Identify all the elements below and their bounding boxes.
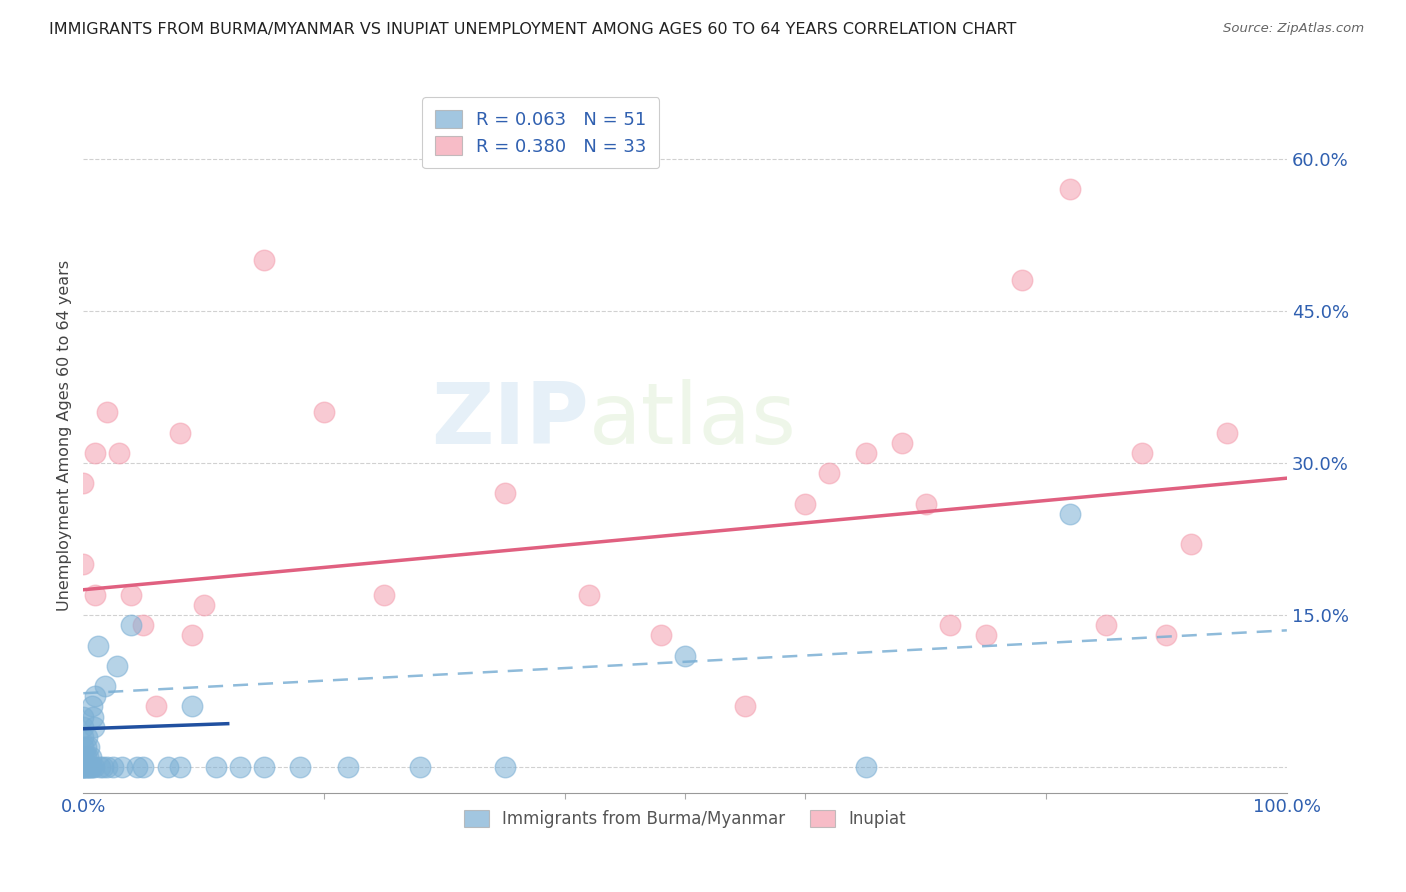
Point — [79, 739, 101, 754]
Point — [288, 760, 311, 774]
Point — [72, 720, 94, 734]
Point — [72, 476, 94, 491]
Point — [578, 588, 600, 602]
Point — [80, 760, 103, 774]
Point — [1156, 628, 1178, 642]
Point — [72, 750, 94, 764]
Point — [818, 466, 841, 480]
Point — [111, 760, 134, 774]
Point — [253, 760, 276, 774]
Y-axis label: Unemployment Among Ages 60 to 64 years: Unemployment Among Ages 60 to 64 years — [58, 260, 72, 611]
Point — [974, 628, 997, 642]
Point — [72, 709, 94, 723]
Point — [75, 750, 97, 764]
Point — [855, 446, 877, 460]
Point — [494, 760, 516, 774]
Point — [72, 760, 94, 774]
Point — [494, 486, 516, 500]
Point — [120, 588, 142, 602]
Point — [77, 760, 100, 774]
Point — [1059, 507, 1081, 521]
Point — [108, 446, 131, 460]
Point — [673, 648, 696, 663]
Text: atlas: atlas — [589, 379, 797, 462]
Point — [253, 253, 276, 268]
Point — [1215, 425, 1237, 440]
Point — [120, 618, 142, 632]
Point — [180, 628, 202, 642]
Point — [734, 699, 756, 714]
Point — [180, 699, 202, 714]
Point — [72, 760, 94, 774]
Point — [84, 690, 107, 704]
Point — [204, 760, 226, 774]
Point — [105, 658, 128, 673]
Point — [96, 760, 118, 774]
Point — [373, 588, 395, 602]
Point — [939, 618, 962, 632]
Point — [127, 760, 149, 774]
Text: ZIP: ZIP — [432, 379, 589, 462]
Point — [914, 496, 936, 510]
Point — [156, 760, 179, 774]
Point — [84, 588, 107, 602]
Point — [169, 760, 191, 774]
Point — [337, 760, 360, 774]
Point — [312, 405, 335, 419]
Point — [72, 760, 94, 774]
Point — [77, 750, 100, 764]
Point — [72, 558, 94, 572]
Point — [94, 679, 117, 693]
Point — [650, 628, 672, 642]
Point — [80, 699, 103, 714]
Point — [82, 709, 104, 723]
Point — [79, 760, 101, 774]
Point — [103, 760, 125, 774]
Point — [794, 496, 817, 510]
Point — [1180, 537, 1202, 551]
Point — [855, 760, 877, 774]
Point — [72, 750, 94, 764]
Point — [91, 760, 114, 774]
Point — [229, 760, 252, 774]
Point — [1011, 273, 1033, 287]
Point — [76, 730, 98, 744]
Point — [75, 739, 97, 754]
Point — [145, 699, 167, 714]
Point — [132, 760, 155, 774]
Point — [96, 405, 118, 419]
Point — [79, 750, 101, 764]
Point — [193, 598, 215, 612]
Point — [76, 760, 98, 774]
Point — [72, 739, 94, 754]
Point — [890, 435, 912, 450]
Legend: Immigrants from Burma/Myanmar, Inupiat: Immigrants from Burma/Myanmar, Inupiat — [457, 803, 912, 834]
Point — [72, 760, 94, 774]
Text: IMMIGRANTS FROM BURMA/MYANMAR VS INUPIAT UNEMPLOYMENT AMONG AGES 60 TO 64 YEARS : IMMIGRANTS FROM BURMA/MYANMAR VS INUPIAT… — [49, 22, 1017, 37]
Point — [132, 618, 155, 632]
Point — [87, 639, 110, 653]
Point — [84, 446, 107, 460]
Point — [1059, 182, 1081, 196]
Point — [169, 425, 191, 440]
Point — [89, 760, 111, 774]
Point — [72, 730, 94, 744]
Point — [83, 720, 105, 734]
Point — [75, 760, 97, 774]
Text: Source: ZipAtlas.com: Source: ZipAtlas.com — [1223, 22, 1364, 36]
Point — [1095, 618, 1118, 632]
Point — [1132, 446, 1154, 460]
Point — [83, 760, 105, 774]
Point — [409, 760, 432, 774]
Point — [79, 760, 101, 774]
